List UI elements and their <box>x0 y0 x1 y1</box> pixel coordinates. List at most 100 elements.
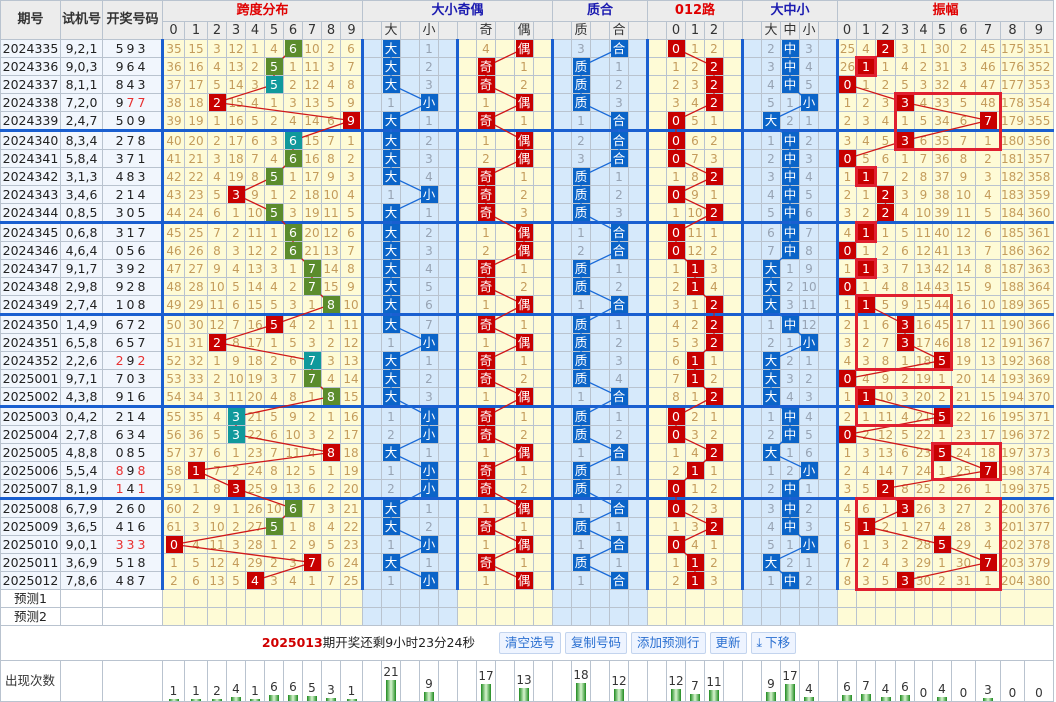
r012-cell[interactable]: 0 <box>666 39 686 58</box>
amp-cell[interactable]: 199 <box>1000 479 1025 499</box>
r012-cell[interactable]: 2 <box>704 479 724 499</box>
jo-cell[interactable]: 偶 <box>514 295 534 315</box>
dx-cell[interactable] <box>361 313 382 334</box>
jo-cell[interactable] <box>456 259 477 278</box>
jo-cell[interactable] <box>533 405 553 426</box>
r012-cell[interactable] <box>646 57 667 76</box>
span-cell[interactable]: 0 <box>161 535 185 554</box>
jo-cell[interactable] <box>533 241 553 260</box>
span-cell[interactable]: 19 <box>340 461 363 480</box>
jo-cell[interactable]: 1 <box>476 571 496 590</box>
dx-cell[interactable]: 1 <box>381 535 401 554</box>
dzx-cell[interactable]: 5 <box>761 203 781 223</box>
span-cell[interactable]: 17 <box>245 333 265 352</box>
zh-cell[interactable] <box>551 517 572 536</box>
span-cell[interactable]: 10 <box>302 39 322 58</box>
amp-cell[interactable]: 25 <box>951 461 976 480</box>
dzx-cell[interactable]: 4 <box>761 517 781 536</box>
amp-cell[interactable]: 1 <box>856 241 876 260</box>
jo-cell[interactable] <box>495 185 515 204</box>
span-cell[interactable]: 28 <box>245 535 265 554</box>
span-cell[interactable]: 16 <box>184 57 208 76</box>
amp-cell[interactable]: 8 <box>836 571 857 590</box>
amp-cell[interactable]: 7 <box>951 129 976 150</box>
predict-cell[interactable] <box>381 589 401 608</box>
dzx-cell[interactable] <box>741 351 762 370</box>
jo-cell[interactable] <box>456 333 477 352</box>
zh-cell[interactable] <box>628 479 648 499</box>
dx-cell[interactable] <box>361 185 382 204</box>
predict-cell[interactable] <box>685 589 705 608</box>
span-cell[interactable]: 58 <box>161 461 185 480</box>
predict-cell[interactable] <box>438 607 458 626</box>
predict-cell[interactable] <box>457 607 477 626</box>
amp-cell[interactable]: 8 <box>895 479 915 499</box>
dzx-cell[interactable] <box>818 241 838 260</box>
span-cell[interactable]: 4 <box>321 369 341 388</box>
zh-cell[interactable]: 质 <box>571 517 591 536</box>
dx-cell[interactable]: 1 <box>419 39 439 58</box>
dzx-cell[interactable]: 5 <box>799 185 819 204</box>
amp-cell[interactable]: 9 <box>914 185 933 204</box>
r012-cell[interactable]: 0 <box>666 111 686 131</box>
r012-cell[interactable] <box>646 443 667 462</box>
jo-cell[interactable] <box>456 313 477 334</box>
span-cell[interactable]: 4 <box>264 149 284 168</box>
dzx-cell[interactable]: 中 <box>780 75 800 94</box>
zh-cell[interactable]: 合 <box>609 535 629 554</box>
span-cell[interactable]: 18 <box>245 351 265 370</box>
dzx-cell[interactable]: 中 <box>780 405 800 426</box>
zh-cell[interactable] <box>551 497 572 518</box>
span-cell[interactable]: 3 <box>321 351 341 370</box>
dx-cell[interactable] <box>400 39 420 58</box>
r012-cell[interactable]: 8 <box>666 387 686 407</box>
span-cell[interactable]: 3 <box>226 479 246 499</box>
dx-cell[interactable]: 1 <box>419 443 439 462</box>
zh-cell[interactable]: 合 <box>609 241 629 260</box>
jo-cell[interactable] <box>456 351 477 370</box>
amp-cell[interactable]: 3 <box>895 185 915 204</box>
span-cell[interactable]: 24 <box>184 203 208 223</box>
predict-cell[interactable] <box>780 607 800 626</box>
span-cell[interactable]: 11 <box>207 535 227 554</box>
jo-cell[interactable]: 偶 <box>514 333 534 352</box>
amp-cell[interactable]: 17 <box>975 425 1001 444</box>
amp-cell[interactable]: 2 <box>975 497 1001 518</box>
span-cell[interactable]: 6 <box>207 443 227 462</box>
predict-cell[interactable] <box>571 589 591 608</box>
jo-cell[interactable]: 1 <box>476 497 496 518</box>
amp-cell[interactable]: 1 <box>932 553 952 572</box>
span-cell[interactable]: 5 <box>321 93 341 112</box>
zh-cell[interactable]: 质 <box>571 333 591 352</box>
span-cell[interactable]: 1 <box>161 553 185 572</box>
dx-cell[interactable] <box>438 277 458 296</box>
jo-cell[interactable]: 奇 <box>476 425 496 444</box>
dzx-cell[interactable]: 3 <box>761 497 781 518</box>
dzx-cell[interactable] <box>818 443 838 462</box>
predict-cell[interactable] <box>245 607 265 626</box>
zh-cell[interactable] <box>628 111 648 131</box>
jo-cell[interactable]: 1 <box>514 461 534 480</box>
predict-cell[interactable] <box>533 607 553 626</box>
amp-cell[interactable]: 187 <box>1000 259 1025 278</box>
amp-cell[interactable]: 2 <box>875 39 896 58</box>
r012-cell[interactable]: 8 <box>685 167 705 186</box>
dzx-cell[interactable] <box>741 443 762 462</box>
span-cell[interactable]: 43 <box>161 185 185 204</box>
jo-cell[interactable] <box>533 39 553 58</box>
dx-cell[interactable]: 1 <box>419 497 439 518</box>
dzx-cell[interactable]: 2 <box>761 479 781 499</box>
zh-cell[interactable]: 质 <box>571 93 591 112</box>
span-cell[interactable]: 8 <box>226 333 246 352</box>
dx-cell[interactable]: 1 <box>381 333 401 352</box>
span-cell[interactable]: 6 <box>207 203 227 223</box>
predict-cell[interactable] <box>914 607 933 626</box>
predict-cell[interactable] <box>207 589 227 608</box>
predict-cell[interactable] <box>476 607 496 626</box>
dzx-cell[interactable]: 5 <box>799 425 819 444</box>
r012-cell[interactable]: 3 <box>666 93 686 112</box>
zh-cell[interactable] <box>590 203 610 223</box>
r012-cell[interactable]: 2 <box>704 241 724 260</box>
amp-cell[interactable]: 177 <box>1000 75 1025 94</box>
span-cell[interactable]: 31 <box>184 333 208 352</box>
